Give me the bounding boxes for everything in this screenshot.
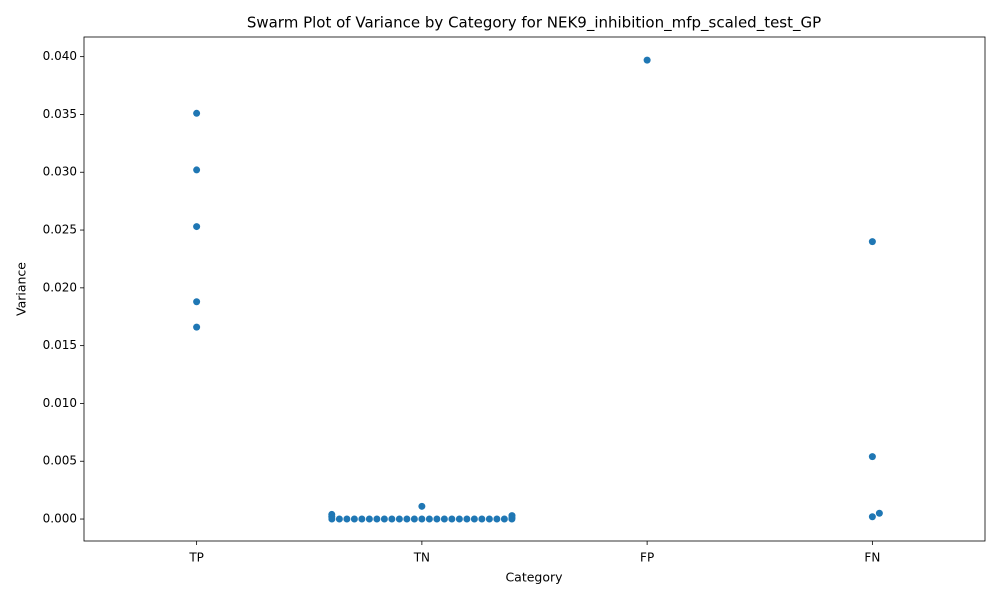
x-tick-label: FP [640,551,654,565]
data-point [193,109,201,117]
x-tick-label: TN [413,551,430,565]
plot-frame [83,36,986,542]
chart-title: Swarm Plot of Variance by Category for N… [247,14,821,33]
data-point [328,510,336,518]
y-tick-label: 0.020 [43,280,77,294]
y-tick-label: 0.000 [43,512,77,526]
data-point [463,515,471,523]
data-point [358,515,366,523]
data-point [485,515,493,523]
y-tick-label: 0.015 [43,338,77,352]
data-point [440,515,448,523]
data-point [643,56,651,64]
y-tick-label: 0.010 [43,396,77,410]
data-point [388,515,396,523]
data-point [380,515,388,523]
data-point [875,509,883,517]
data-point [493,515,501,523]
data-point [433,515,441,523]
y-tick-label: 0.025 [43,223,77,237]
data-point [470,515,478,523]
data-point [448,515,456,523]
x-axis-label: Category [505,570,563,585]
x-tick-label: TP [188,551,204,565]
data-point [425,515,433,523]
data-point [410,515,418,523]
y-axis-label: Variance [14,262,29,316]
data-point [335,515,343,523]
data-point [193,223,201,231]
data-point [455,515,463,523]
data-point [193,298,201,306]
data-point [395,515,403,523]
y-tick-label: 0.040 [43,49,77,63]
data-point [373,515,381,523]
y-tick-label: 0.035 [43,107,77,121]
data-point [478,515,486,523]
x-tick-label: FN [864,551,880,565]
data-point [365,515,373,523]
data-point [193,166,201,174]
data-point [868,513,876,521]
data-point [500,515,508,523]
data-point [418,502,426,510]
data-point [508,512,516,520]
y-tick-label: 0.005 [43,454,77,468]
data-point [403,515,411,523]
data-point [868,453,876,461]
data-point [193,323,201,331]
data-point [343,515,351,523]
data-point [350,515,358,523]
y-tick-label: 0.030 [43,165,77,179]
data-point [868,238,876,246]
data-point [418,515,426,523]
